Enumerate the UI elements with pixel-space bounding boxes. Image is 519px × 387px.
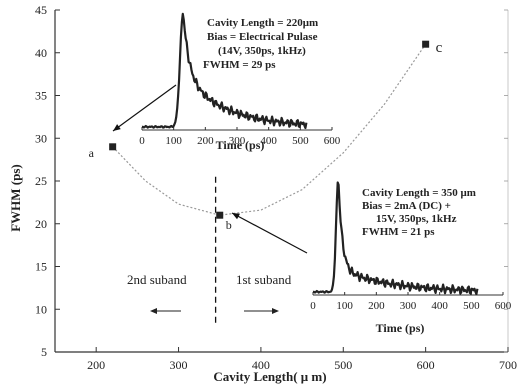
inset-x-tick-label: 100 [165,135,182,147]
point-label-c: c [436,40,443,56]
x-tick-label: 300 [170,358,188,372]
inset-x-tick-label: 600 [324,135,341,147]
first-subband-label: 1st suband [236,272,292,287]
inset1-annotation-fwhm: FWHM = 29 ps [203,59,276,71]
y-tick-label: 20 [35,217,47,231]
y-tick-label: 40 [35,46,47,60]
x-tick-label: 200 [87,358,105,372]
y-tick-label: 25 [35,174,47,188]
inset2-annotation-bias: Bias = 2mA (DC) + [362,200,451,212]
inset-x-tick-label: 400 [431,300,448,312]
inset-x-tick-label: 300 [400,300,417,312]
y-axis-label: FWHM (ps) [8,164,23,232]
inset-x-tick-label: 0 [310,300,316,312]
inset2-x-label: Time (ps) [376,321,425,335]
inset-x-tick-label: 100 [336,300,353,312]
x-axis-label: Cavity Length( μ m) [213,369,326,384]
y-tick-label: 5 [41,345,47,359]
y-tick-label: 35 [35,89,47,103]
inset1-x-label: Time (ps) [216,138,265,152]
point-label-b: b [226,218,232,232]
data-point-c [422,41,429,48]
y-tick-label: 30 [35,131,47,145]
inset-x-tick-label: 500 [463,300,480,312]
inset2-annotation-length: Cavity Length = 350 μm [362,187,476,199]
x-tick-label: 700 [499,358,517,372]
y-tick-label: 45 [35,3,47,17]
inset-x-tick-label: 200 [368,300,385,312]
inset1-annotation-bias: Bias = Electrical Pulase [207,31,318,43]
inset1-annotation-length: Cavity Length = 220μm [207,17,318,29]
inset2-annotation-pulse: 15V, 350ps, 1kHz [376,213,457,225]
y-tick-label: 15 [35,260,47,274]
inset-x-tick-label: 500 [292,135,309,147]
x-tick-label: 600 [417,358,435,372]
point-label-a: a [89,146,95,160]
inset-x-tick-label: 0 [139,135,145,147]
data-point-b [216,212,223,219]
inset2-annotation-fwhm: FWHM = 21 ps [362,226,435,238]
y-tick-label: 10 [35,302,47,316]
inset-x-tick-label: 200 [197,135,214,147]
x-tick-label: 500 [334,358,352,372]
inset1-annotation-pulse: (14V, 350ps, 1kHz) [218,45,306,57]
data-point-a [109,143,116,150]
second-subband-label: 2nd suband [127,272,187,287]
inset-x-tick-label: 600 [495,300,512,312]
